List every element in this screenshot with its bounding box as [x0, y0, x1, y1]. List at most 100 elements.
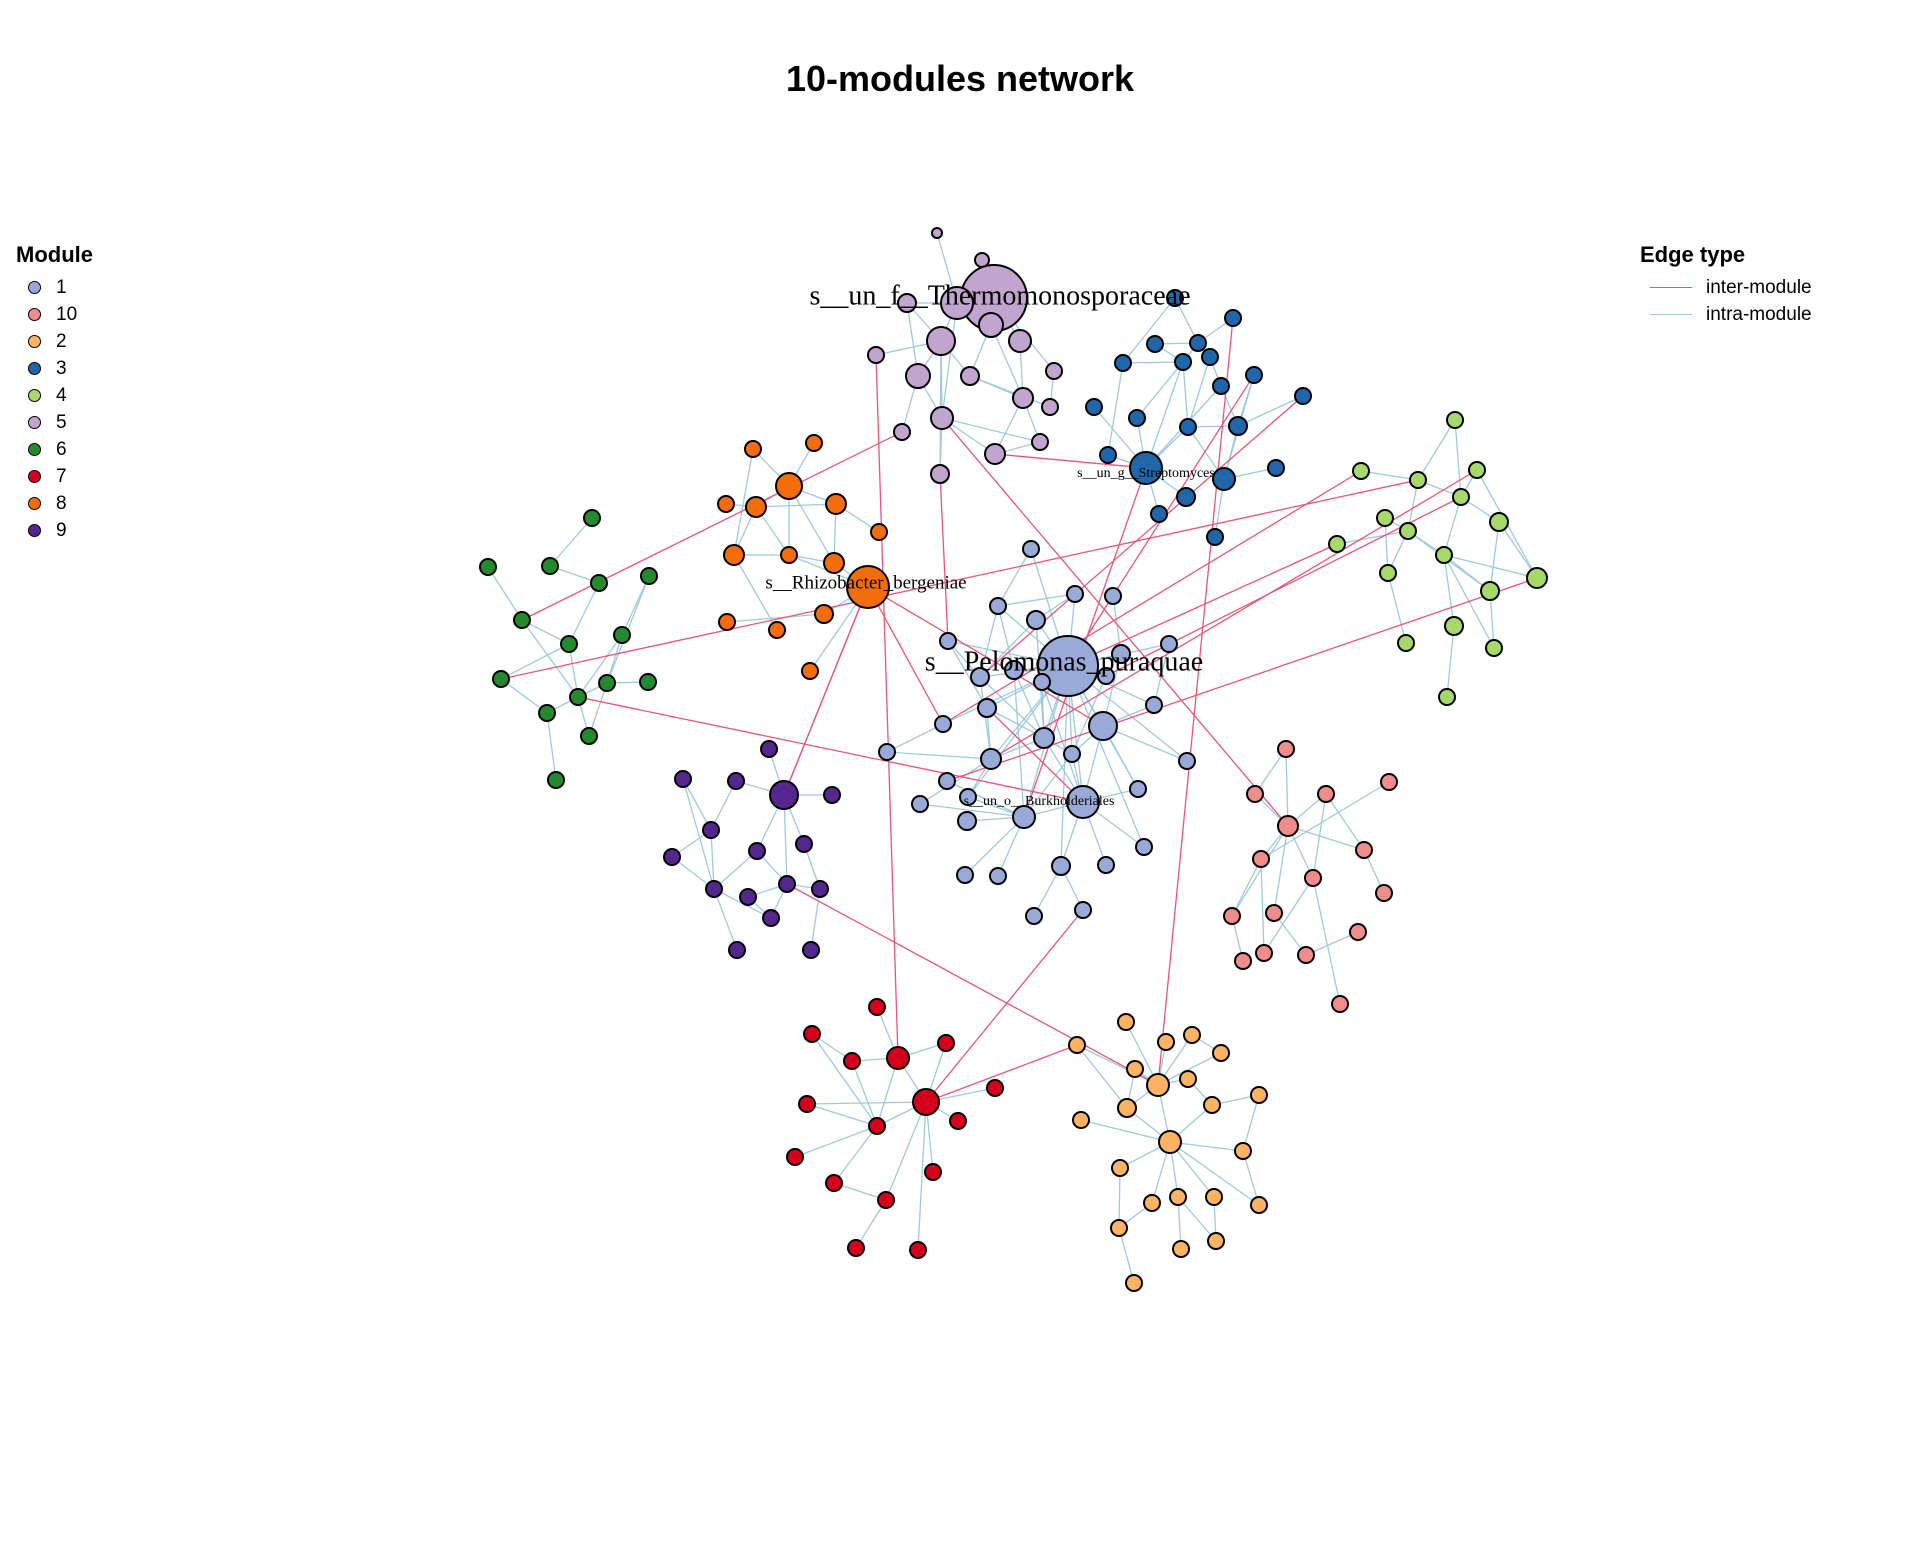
inter-module-edge — [1067, 543, 1338, 667]
node-module-1 — [1022, 540, 1040, 558]
intra-module-edge — [1013, 669, 1025, 818]
node-module-2 — [1234, 1142, 1252, 1160]
node-module-1 — [1145, 696, 1163, 714]
node-module-9 — [663, 848, 681, 866]
node-module-4 — [1468, 461, 1486, 479]
node-module-10 — [1355, 841, 1373, 859]
intra-module-edge — [1177, 1196, 1217, 1242]
intra-module-edge — [713, 850, 758, 890]
node-module-2 — [1250, 1086, 1268, 1104]
node-module-2 — [1172, 1240, 1190, 1258]
module-swatch — [28, 335, 41, 348]
node-module-4 — [1526, 567, 1548, 589]
node-module-8 — [780, 546, 798, 564]
node-module-2 — [1169, 1188, 1187, 1206]
nodes-layer — [479, 227, 1548, 1292]
intra-module-edge — [1443, 554, 1455, 627]
node-module-1 — [970, 667, 990, 687]
intra-module-edge — [1336, 530, 1409, 545]
intra-module-edge — [810, 888, 821, 951]
node-module-2 — [1158, 1130, 1182, 1154]
node-module-7 — [798, 1095, 816, 1113]
node-module-2 — [1183, 1026, 1201, 1044]
node-module-2 — [1157, 1033, 1175, 1051]
intra-module-edge — [919, 803, 1025, 818]
intra-module-edge — [833, 1182, 887, 1201]
intra-module-edge — [1145, 361, 1184, 469]
intra-module-edge — [1325, 793, 1365, 851]
node-module-10 — [1277, 815, 1299, 837]
intra-module-edge — [1118, 1227, 1135, 1284]
module-legend-item-2: 2 — [16, 328, 93, 355]
node-module-1 — [1026, 610, 1046, 630]
intra-module-edge — [806, 1101, 927, 1105]
node-module-7 — [986, 1079, 1004, 1097]
intra-module-edge — [1107, 362, 1124, 456]
node-module-3 — [1189, 334, 1207, 352]
intra-module-edge — [964, 816, 1025, 876]
node-module-5 — [984, 443, 1006, 465]
intra-module-edge — [1312, 877, 1341, 1005]
node-module-5 — [931, 227, 943, 239]
node-module-1 — [1178, 752, 1196, 770]
intra-module-edge — [806, 1103, 878, 1127]
node-module-7 — [868, 1117, 886, 1135]
node-module-10 — [1252, 850, 1270, 868]
edge-legend-item-intra-module: intra-module — [1640, 301, 1812, 328]
intra-module-edge — [1071, 675, 1107, 755]
node-module-10 — [1331, 995, 1349, 1013]
module-legend-label: 2 — [56, 330, 67, 352]
node-module-9 — [762, 909, 780, 927]
intra-module-edge — [1023, 753, 1073, 818]
node-module-10 — [1255, 944, 1273, 962]
intra-module-edge — [500, 643, 570, 680]
node-module-8 — [718, 613, 736, 631]
node-module-6 — [640, 567, 658, 585]
node-module-9 — [778, 875, 796, 893]
intra-module-edge — [886, 723, 944, 753]
node-module-1 — [934, 715, 952, 733]
node-module-4 — [1438, 688, 1456, 706]
inter-module-edge — [783, 586, 869, 796]
node-module-3 — [1174, 353, 1192, 371]
intra-module-edge — [979, 676, 992, 760]
intra-module-edge — [588, 682, 608, 737]
node-module-8 — [846, 565, 890, 609]
intra-module-edge — [577, 634, 623, 698]
node-module-4 — [1409, 471, 1427, 489]
node-module-8 — [744, 440, 762, 458]
node-module-5 — [940, 286, 974, 320]
intra-module-edge — [1360, 470, 1419, 481]
node-module-1 — [939, 632, 957, 650]
module-swatch — [28, 281, 41, 294]
node-module-8 — [801, 662, 819, 680]
node-module-7 — [843, 1052, 861, 1070]
node-module-6 — [583, 509, 601, 527]
node-module-8 — [775, 472, 803, 500]
node-module-3 — [1085, 398, 1103, 416]
intra-module-edge — [1231, 858, 1262, 917]
node-module-9 — [728, 941, 746, 959]
module-swatch — [28, 470, 41, 483]
node-module-1 — [1066, 785, 1100, 819]
intra-module-edge — [1254, 748, 1287, 795]
node-module-6 — [479, 558, 497, 576]
inter-module-edge — [942, 470, 1362, 725]
node-module-5 — [960, 366, 980, 386]
node-module-6 — [639, 673, 657, 691]
inter-module-edge — [994, 453, 1147, 469]
node-module-6 — [598, 674, 616, 692]
edge-swatch — [1650, 314, 1692, 315]
intra-module-edge — [997, 593, 1076, 607]
intra-module-edge — [755, 503, 837, 508]
intra-module-edge — [1285, 748, 1289, 827]
intra-module-edge — [1231, 825, 1289, 917]
node-module-2 — [1143, 1194, 1161, 1212]
inter-module-edge — [925, 909, 1084, 1103]
intra-module-edge — [1102, 725, 1188, 762]
node-module-2 — [1111, 1159, 1129, 1177]
intra-module-edge — [487, 566, 523, 621]
intra-module-edge — [1263, 877, 1314, 954]
module-legend-label: 4 — [56, 384, 67, 406]
node-module-4 — [1379, 564, 1397, 582]
